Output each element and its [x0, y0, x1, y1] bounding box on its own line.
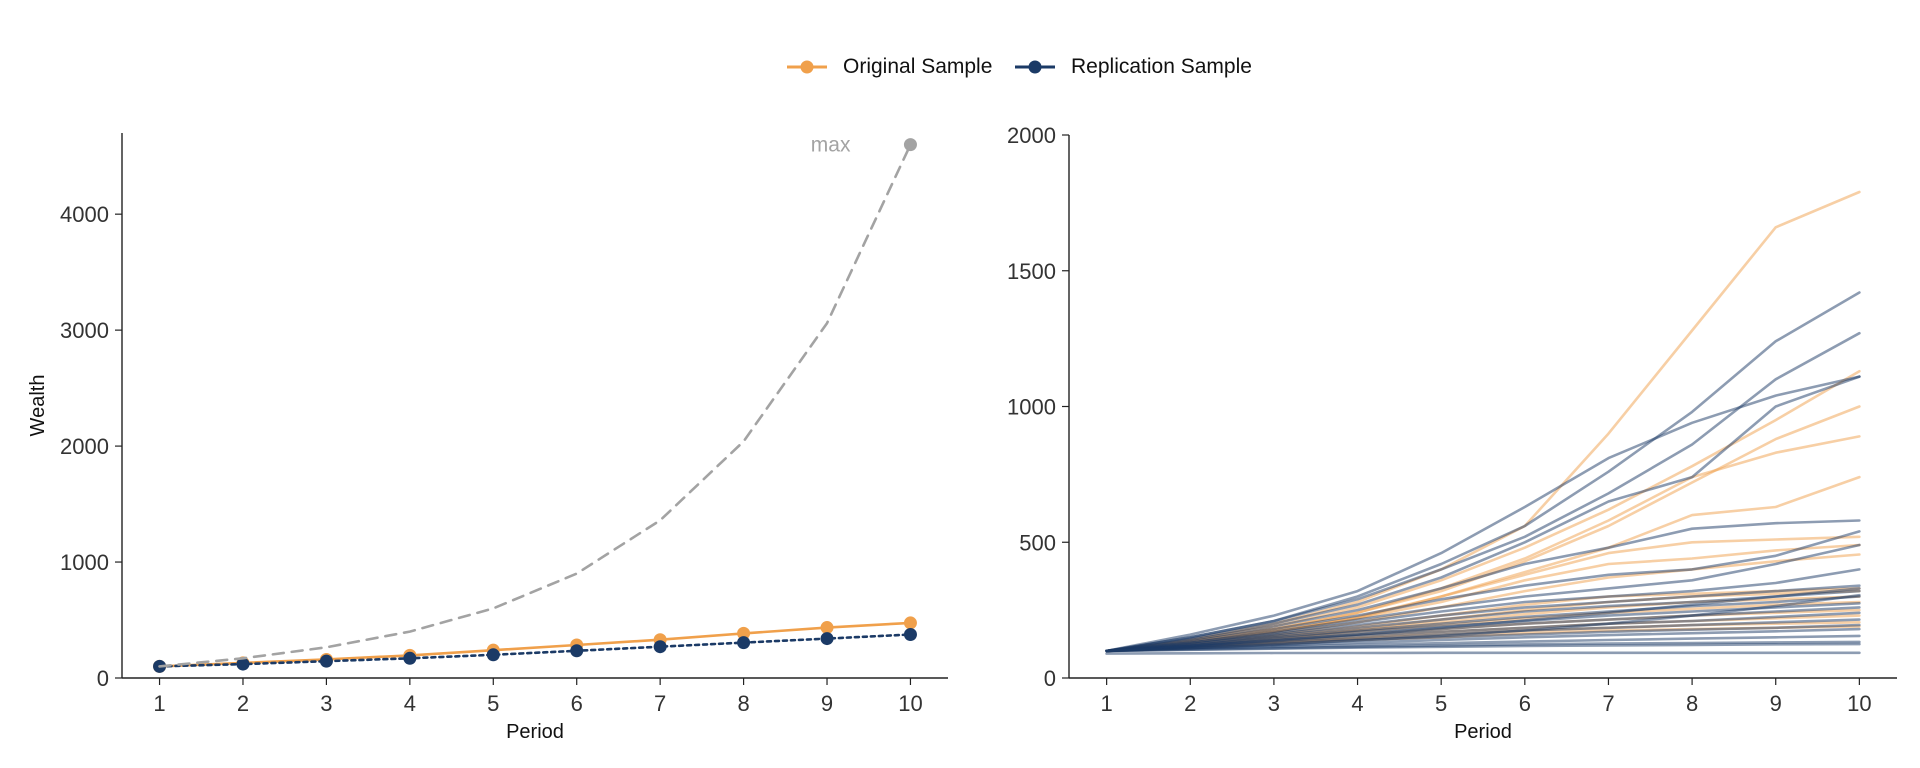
x-tick-label: 7 [654, 691, 666, 716]
replication-path-line [1105, 375, 1861, 653]
legend-item-original[interactable]: Original Sample [785, 52, 992, 82]
series-line-0 [158, 621, 912, 668]
x-axis-title: Period [506, 721, 564, 743]
legend-label-replication: Replication Sample [1071, 55, 1252, 78]
replication-path-line [1105, 589, 1861, 653]
max-point [903, 138, 917, 152]
x-tick-label: 9 [1770, 691, 1782, 716]
x-tick-label: 8 [1686, 691, 1698, 716]
series-point-0 [903, 616, 917, 630]
legend-label-original: Original Sample [843, 55, 993, 78]
series-point-1 [486, 648, 500, 662]
x-tick-label: 10 [898, 691, 922, 716]
series-line-1 [158, 633, 912, 668]
replication-path-line [1105, 593, 1861, 653]
y-tick-label: 1000 [60, 550, 109, 575]
replication-path-line [1105, 331, 1861, 653]
y-tick-label: 500 [1019, 530, 1056, 555]
y-tick-label: 3000 [60, 318, 109, 343]
x-tick-label: 4 [1351, 691, 1363, 716]
wealth-mean-chart: 1 2 3 4 5 6 7 8 9 10 0 1000 2000 3000 4000 Period Wealth… [27, 133, 948, 743]
replication-path-line [1105, 651, 1861, 655]
x-tick-label: 8 [737, 691, 749, 716]
x-tick-label: 5 [1435, 691, 1447, 716]
legend-swatch-original [787, 60, 827, 74]
x-tick-label: 9 [821, 691, 833, 716]
series-point-0 [737, 626, 751, 640]
replication-path-line [1105, 519, 1861, 653]
x-tick-label: 3 [1268, 691, 1280, 716]
y-tick-label: 0 [97, 666, 109, 691]
y-tick-label: 2000 [60, 434, 109, 459]
series-point-1 [236, 657, 250, 671]
x-tick-label: 4 [404, 691, 416, 716]
max-line [158, 143, 912, 668]
y-tick-label: 0 [1044, 666, 1056, 691]
x-tick-label: 6 [571, 691, 583, 716]
series-point-1 [903, 628, 917, 642]
series-point-0 [820, 621, 834, 635]
y-axis-title: Wealth [27, 375, 49, 437]
x-tick-label: 3 [320, 691, 332, 716]
wealth-individual-chart: 1 2 3 4 5 6 7 8 9 10 0 500 1000 1500 2000 Period [1007, 123, 1897, 743]
series-point-1 [737, 636, 751, 650]
x-tick-label: 2 [1184, 691, 1196, 716]
x-axis-title: Period [1454, 721, 1512, 743]
legend: Original Sample Replication Sample [0, 52, 1920, 82]
replication-path-line [1105, 375, 1861, 653]
replication-path-line [1105, 530, 1861, 653]
x-tick-label: 2 [237, 691, 249, 716]
replication-path-line [1105, 587, 1861, 653]
x-tick-label: 1 [153, 691, 165, 716]
series-point-1 [820, 632, 834, 646]
series-point-1 [319, 654, 333, 668]
x-tick-label: 1 [1101, 691, 1113, 716]
y-tick-label: 1000 [1007, 395, 1056, 420]
legend-swatch-replication [1015, 60, 1055, 74]
y-tick-label: 4000 [60, 202, 109, 227]
series-point-1 [570, 644, 584, 658]
x-tick-label: 6 [1519, 691, 1531, 716]
series-point-1 [653, 640, 667, 654]
max-annotation: max [811, 134, 851, 157]
original-path-line [1105, 190, 1861, 653]
legend-item-replication[interactable]: Replication Sample [1013, 52, 1252, 82]
y-tick-label: 2000 [1007, 123, 1056, 148]
series-point-1 [403, 651, 417, 665]
x-tick-label: 5 [487, 691, 499, 716]
x-tick-label: 7 [1602, 691, 1614, 716]
replication-path-line [1105, 568, 1861, 653]
y-tick-label: 1500 [1007, 259, 1056, 284]
x-tick-label: 10 [1847, 691, 1871, 716]
replication-path-line [1105, 642, 1861, 653]
